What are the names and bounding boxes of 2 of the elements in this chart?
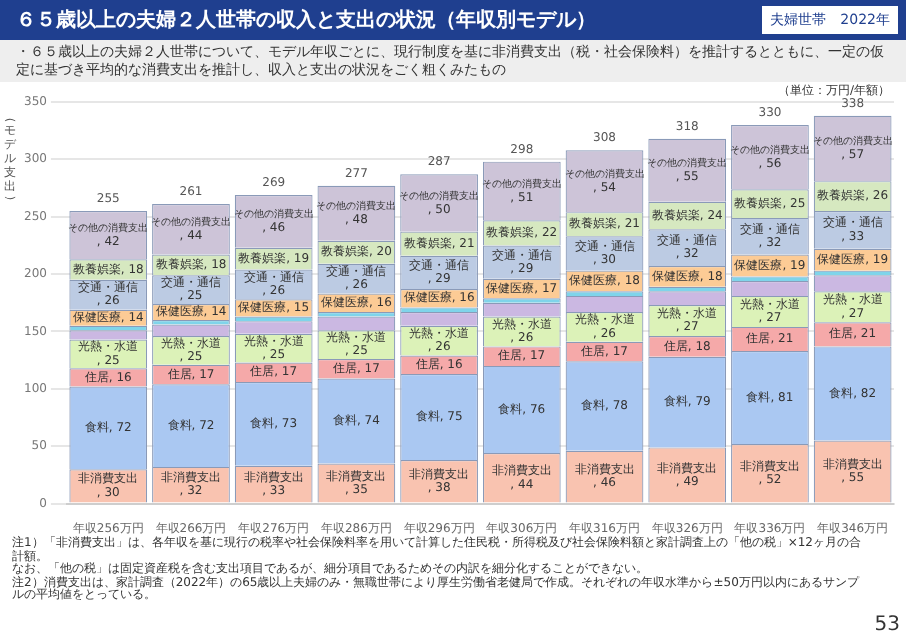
text: 53	[874, 614, 900, 636]
chart-title: ６５歳以上の夫婦２人世帯の収入と支出の状況（年収別モデル）	[16, 7, 596, 34]
